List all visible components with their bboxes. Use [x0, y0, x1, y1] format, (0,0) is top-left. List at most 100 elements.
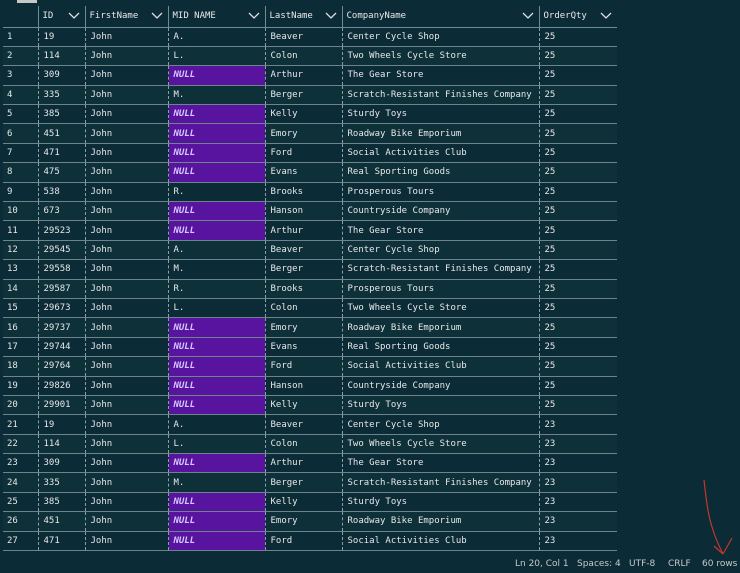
row-number-cell[interactable]: 19	[3, 376, 39, 396]
cell-company[interactable]: Countryside Company	[342, 201, 540, 222]
cell-first[interactable]: John	[85, 453, 169, 474]
line-ending-setting[interactable]: CRLF	[668, 559, 691, 569]
cell-id[interactable]: 673	[38, 201, 86, 222]
cell-last[interactable]: Colon	[265, 298, 343, 319]
cell-company[interactable]: Scratch-Resistant Finishes Company	[342, 472, 540, 493]
cell-company[interactable]: Center Cycle Shop	[342, 240, 540, 261]
cell-first[interactable]: John	[85, 317, 169, 338]
cell-mid[interactable]: L.	[168, 46, 266, 67]
cell-id[interactable]: 29901	[38, 395, 86, 416]
table-row[interactable]: 14 29587 John R. Brooks Prosperous Tours 25	[3, 279, 617, 299]
cell-company[interactable]: Two Wheels Cycle Store	[342, 46, 540, 67]
row-number-cell[interactable]: 18	[3, 356, 39, 377]
table-row[interactable]: 9 538 John R. Brooks Prosperous Tours 25	[3, 182, 617, 203]
cell-qty[interactable]: 25	[539, 220, 617, 241]
cell-qty[interactable]: 25	[539, 143, 617, 164]
cell-last[interactable]: Ford	[265, 356, 343, 377]
chevron-down-icon[interactable]	[325, 11, 337, 21]
cell-last[interactable]: Kelly	[265, 492, 343, 513]
cell-company[interactable]: The Gear Store	[342, 65, 540, 86]
cell-id[interactable]: 29523	[38, 220, 86, 241]
table-row[interactable]: 13 29558 John M. Berger Scratch-Resistant Fin…	[3, 259, 617, 280]
cell-last[interactable]: Evans	[265, 337, 343, 358]
table-row[interactable]: 5 385 John NULL Kelly Sturdy Toys 25	[3, 104, 617, 125]
cell-qty[interactable]: 25	[539, 201, 617, 222]
cell-mid[interactable]: NULL	[168, 511, 266, 532]
table-row[interactable]: 21 19 John A. Beaver Center Cycle Shop 23	[3, 414, 617, 435]
cell-mid[interactable]: NULL	[168, 337, 266, 358]
cell-company[interactable]: The Gear Store	[342, 220, 540, 241]
indentation-setting[interactable]: Spaces: 4	[577, 559, 621, 569]
cell-mid[interactable]: M.	[168, 85, 266, 106]
cell-company[interactable]: Countryside Company	[342, 376, 540, 396]
cell-id[interactable]: 29673	[38, 298, 86, 319]
column-header-first[interactable]: FirstName	[85, 6, 169, 28]
cell-qty[interactable]: 25	[539, 376, 617, 396]
chevron-down-icon[interactable]	[600, 11, 612, 21]
cell-first[interactable]: John	[85, 376, 169, 396]
cell-last[interactable]: Beaver	[265, 240, 343, 261]
table-row[interactable]: 6 451 John NULL Emory Roadway Bike Emporium 25	[3, 123, 617, 144]
cell-last[interactable]: Berger	[265, 85, 343, 106]
cell-mid[interactable]: NULL	[168, 220, 266, 241]
cell-mid[interactable]: NULL	[168, 531, 266, 552]
table-row[interactable]: 19 29826 John NULL Hanson Countryside Company…	[3, 376, 617, 396]
cell-last[interactable]: Berger	[265, 472, 343, 493]
cell-id[interactable]: 114	[38, 46, 86, 67]
cell-id[interactable]: 29545	[38, 240, 86, 261]
cell-last[interactable]: Ford	[265, 143, 343, 164]
row-number-cell[interactable]: 5	[3, 104, 39, 125]
cell-id[interactable]: 29826	[38, 376, 86, 396]
cell-qty[interactable]: 25	[539, 298, 617, 319]
row-number-cell[interactable]: 27	[3, 531, 39, 552]
cell-mid[interactable]: NULL	[168, 376, 266, 396]
row-number-cell[interactable]: 15	[3, 298, 39, 319]
cell-qty[interactable]: 25	[539, 27, 617, 47]
chevron-down-icon[interactable]	[522, 11, 534, 21]
cell-first[interactable]: John	[85, 511, 169, 532]
table-row[interactable]: 8 475 John NULL Evans Real Sporting Goods 25	[3, 162, 617, 183]
cell-id[interactable]: 335	[38, 85, 86, 106]
cell-mid[interactable]: NULL	[168, 162, 266, 183]
cell-id[interactable]: 29744	[38, 337, 86, 358]
cell-last[interactable]: Beaver	[265, 27, 343, 47]
cell-mid[interactable]: NULL	[168, 453, 266, 474]
cell-company[interactable]: Center Cycle Shop	[342, 414, 540, 435]
cell-id[interactable]: 451	[38, 123, 86, 144]
row-number-cell[interactable]: 24	[3, 472, 39, 493]
cell-mid[interactable]: NULL	[168, 201, 266, 222]
cell-company[interactable]: Prosperous Tours	[342, 279, 540, 299]
cell-qty[interactable]: 23	[539, 453, 617, 474]
column-header-id[interactable]: ID	[38, 6, 86, 28]
table-row[interactable]: 24 335 John M. Berger Scratch-Resistant Finis…	[3, 472, 617, 493]
cell-qty[interactable]: 25	[539, 104, 617, 125]
cell-first[interactable]: John	[85, 395, 169, 416]
cell-id[interactable]: 451	[38, 511, 86, 532]
cell-id[interactable]: 309	[38, 65, 86, 86]
cell-id[interactable]: 29737	[38, 317, 86, 338]
row-number-cell[interactable]: 22	[3, 434, 39, 455]
cell-last[interactable]: Kelly	[265, 104, 343, 125]
table-row[interactable]: 4 335 John M. Berger Scratch-Resistant Finish…	[3, 85, 617, 106]
cell-qty[interactable]: 23	[539, 492, 617, 513]
row-number-cell[interactable]: 1	[3, 27, 39, 47]
row-number-cell[interactable]: 9	[3, 182, 39, 203]
table-row[interactable]: 25 385 John NULL Kelly Sturdy Toys 23	[3, 492, 617, 513]
cell-id[interactable]: 19	[38, 414, 86, 435]
cell-id[interactable]: 19	[38, 27, 86, 47]
cell-mid[interactable]: NULL	[168, 123, 266, 144]
row-number-cell[interactable]: 21	[3, 414, 39, 435]
cell-first[interactable]: John	[85, 143, 169, 164]
cell-qty[interactable]: 25	[539, 395, 617, 416]
cell-company[interactable]: Roadway Bike Emporium	[342, 123, 540, 144]
cell-company[interactable]: Roadway Bike Emporium	[342, 511, 540, 532]
cell-qty[interactable]: 25	[539, 123, 617, 144]
cell-company[interactable]: Prosperous Tours	[342, 182, 540, 203]
cell-last[interactable]: Berger	[265, 259, 343, 280]
cell-id[interactable]: 471	[38, 143, 86, 164]
table-row[interactable]: 20 29901 John NULL Kelly Sturdy Toys 25	[3, 395, 617, 416]
table-row[interactable]: 12 29545 John A. Beaver Center Cycle Shop 25	[3, 240, 617, 261]
cell-last[interactable]: Hanson	[265, 376, 343, 396]
row-number-cell[interactable]: 20	[3, 395, 39, 416]
cell-id[interactable]: 29587	[38, 279, 86, 299]
